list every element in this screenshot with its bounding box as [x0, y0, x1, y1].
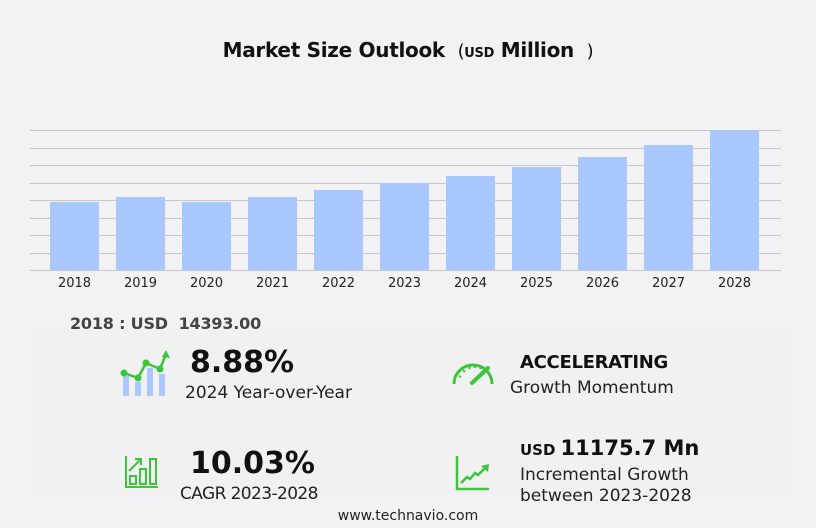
bar-2026: [578, 157, 627, 270]
source-footer: www.technavio.com: [337, 508, 479, 524]
x-tick-label: 2018: [57, 276, 92, 291]
paren-close: ): [586, 41, 594, 62]
x-tick-label: 2021: [255, 276, 290, 291]
cagr-label-wrap: CAGR 2023-2028: [180, 484, 318, 504]
momentum-label: Growth Momentum: [510, 378, 674, 398]
x-tick-label: 2024: [453, 276, 488, 291]
line-trend-icon: [455, 456, 489, 491]
x-tick-label: 2022: [321, 276, 356, 291]
cagr-label: CAGR 2023-2028: [180, 484, 318, 504]
incremental-stat: USD 11175.7 Mn: [520, 436, 699, 460]
bar-2020: [182, 201, 231, 270]
incremental-label-wrap: Incremental Growth between 2023-2028: [520, 465, 692, 507]
incremental-label-2: between 2023-2028: [520, 486, 692, 506]
momentum-stat: ACCELERATING: [520, 352, 668, 373]
yoy-label: 2024 Year-over-Year: [185, 383, 352, 403]
growth-chart-icon: [125, 456, 158, 488]
bar-trend-icon: [120, 350, 170, 396]
paren-open: (: [457, 41, 465, 62]
incremental-label-1: Incremental Growth: [520, 465, 689, 485]
cagr-value: 10.03%: [190, 446, 315, 481]
yoy-stat: 8.88%: [190, 344, 294, 382]
chart-title: Market Size Outlook (USD Million ): [0, 38, 816, 62]
gridline: [30, 130, 781, 131]
x-tick-label: 2019: [123, 276, 158, 291]
yoy-value: 8.88%: [190, 345, 295, 380]
bar-2028: [710, 130, 759, 270]
bar-2022: [314, 189, 363, 270]
title-text: Market Size Outlook: [222, 38, 446, 62]
gridline: [30, 270, 781, 271]
bar-2019: [116, 196, 165, 270]
incremental-prefix: USD: [520, 441, 556, 459]
bar-2023: [380, 183, 429, 270]
bar-2025: [512, 167, 561, 270]
bar-2027: [644, 144, 693, 270]
gridline: [30, 165, 781, 166]
x-tick-label: 2028: [717, 276, 752, 291]
x-tick-label: 2020: [189, 276, 224, 291]
x-tick-label: 2023: [387, 276, 422, 291]
gridline: [30, 147, 781, 149]
gridline: [30, 182, 781, 184]
bar-chart: 2018 2019 2020 2021 2022 2023 2024 2025 2026 2027…: [30, 120, 782, 300]
bar-2024: [446, 175, 495, 270]
bar-2021: [248, 196, 297, 270]
x-tick-label: 2026: [585, 276, 620, 291]
unit-label: Million: [500, 38, 575, 62]
x-tick-label: 2025: [519, 276, 554, 291]
momentum-value: ACCELERATING: [520, 352, 669, 373]
stats-panel: [31, 330, 791, 495]
speedometer-icon: [452, 363, 494, 385]
cagr-stat: 10.03%: [190, 445, 315, 483]
x-tick-label: 2027: [651, 276, 686, 291]
momentum-label-wrap: Growth Momentum: [510, 378, 674, 398]
incremental-value: 11175.7 Mn: [560, 436, 700, 460]
unit-prefix: USD: [464, 46, 495, 61]
bar-2018: [50, 201, 99, 270]
yoy-label-wrap: 2024 Year-over-Year: [185, 383, 352, 403]
base-year-value: 2018 : USD 14393.00: [70, 314, 262, 333]
